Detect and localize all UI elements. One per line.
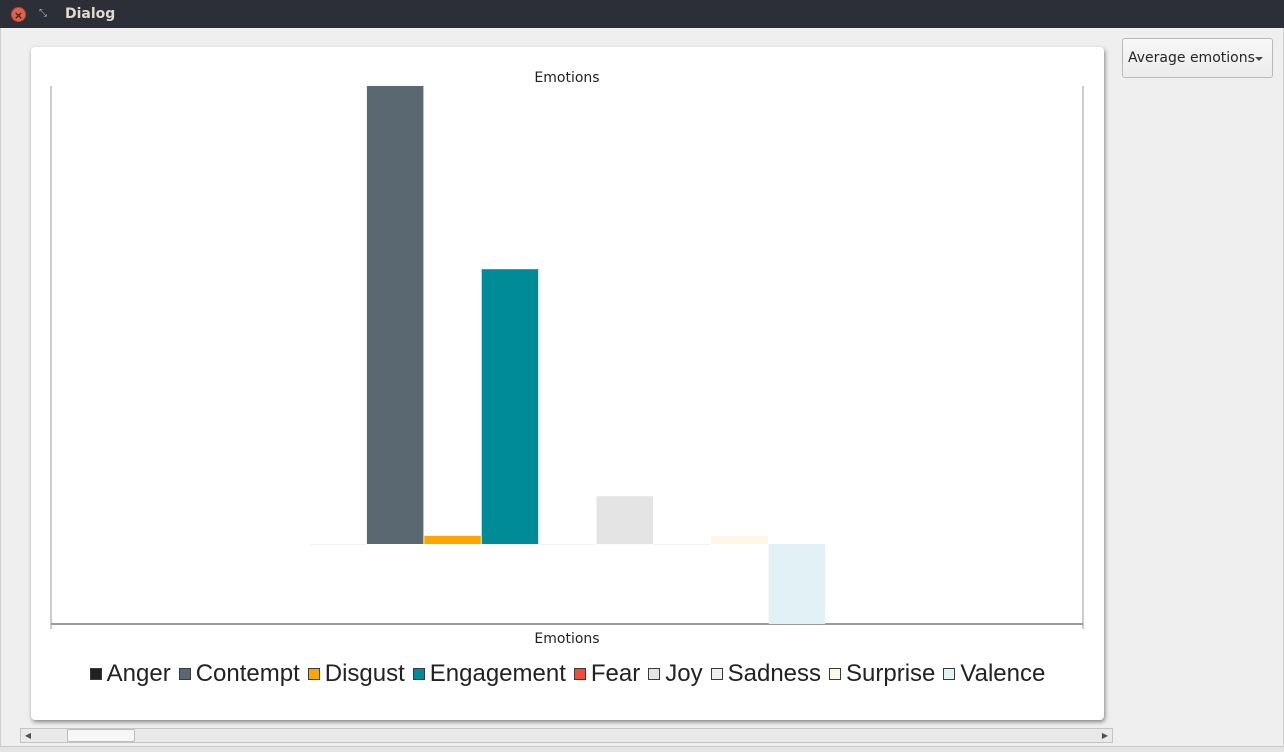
bar-chart: Emotions Emotions bbox=[50, 70, 1084, 647]
x-axis-label: Emotions bbox=[534, 631, 599, 647]
restore-button[interactable]: ⤡ bbox=[39, 8, 47, 19]
legend-label: Contempt bbox=[195, 660, 300, 687]
bar-engagement bbox=[481, 269, 539, 544]
bars-group bbox=[309, 86, 826, 624]
scroll-right-arrow-icon[interactable]: ▶ bbox=[1101, 731, 1109, 740]
bar-joy bbox=[596, 496, 653, 545]
chart-legend: Anger Contempt Disgust Engagement Fear Joy Sad… bbox=[31, 659, 1104, 689]
legend-swatch bbox=[943, 668, 956, 680]
window-title: Dialog bbox=[65, 6, 116, 22]
legend-item-anger: Anger bbox=[89, 660, 171, 688]
legend-label: Fear bbox=[590, 660, 641, 687]
bar-valence bbox=[768, 544, 826, 624]
dropdown-selected-label: Average emotions bbox=[1128, 50, 1255, 66]
legend-swatch bbox=[573, 668, 586, 680]
legend-swatch bbox=[307, 668, 320, 680]
bar-disgust bbox=[424, 535, 481, 544]
legend-label: Anger bbox=[106, 660, 171, 687]
legend-swatch bbox=[178, 668, 191, 680]
legend-item-disgust: Disgust bbox=[307, 660, 405, 688]
chart-title: Emotions bbox=[534, 70, 599, 86]
legend-label: Disgust bbox=[324, 660, 405, 687]
scrollbar-thumb[interactable] bbox=[67, 729, 135, 742]
bar-contempt bbox=[366, 86, 424, 544]
horizontal-scrollbar[interactable]: ◀ ▶ bbox=[20, 728, 1113, 743]
bar-fear bbox=[539, 544, 596, 545]
title-bar: × ⤡ Dialog bbox=[0, 0, 1284, 28]
legend-item-joy: Joy bbox=[648, 660, 703, 688]
close-button[interactable]: × bbox=[11, 7, 26, 22]
bar-sadness bbox=[653, 544, 711, 545]
legend-item-fear: Fear bbox=[573, 660, 641, 688]
legend-swatch bbox=[829, 668, 842, 680]
legend-label: Valence bbox=[960, 660, 1046, 687]
bar-anger bbox=[309, 544, 366, 545]
legend-label: Surprise bbox=[846, 660, 936, 687]
legend-swatch bbox=[648, 668, 661, 680]
bottom-edge bbox=[0, 746, 1284, 752]
chart-view: Emotions Emotions Anger Contempt Disgust En… bbox=[31, 47, 1104, 720]
emotion-mode-dropdown[interactable]: Average emotions bbox=[1122, 38, 1273, 78]
legend-item-valence: Valence bbox=[943, 660, 1045, 688]
legend-swatch bbox=[412, 668, 425, 680]
scroll-left-arrow-icon[interactable]: ◀ bbox=[24, 731, 32, 740]
legend-item-engagement: Engagement bbox=[412, 660, 566, 688]
legend-item-sadness: Sadness bbox=[710, 660, 822, 688]
legend-item-surprise: Surprise bbox=[829, 660, 935, 688]
legend-swatch bbox=[710, 668, 723, 680]
legend-label: Engagement bbox=[429, 660, 566, 687]
legend-label: Joy bbox=[665, 660, 703, 687]
legend-item-contempt: Contempt bbox=[178, 660, 300, 688]
chevron-down-icon bbox=[1255, 57, 1263, 61]
legend-label: Sadness bbox=[727, 660, 822, 687]
bar-surprise bbox=[711, 535, 768, 544]
legend-swatch bbox=[89, 668, 102, 680]
